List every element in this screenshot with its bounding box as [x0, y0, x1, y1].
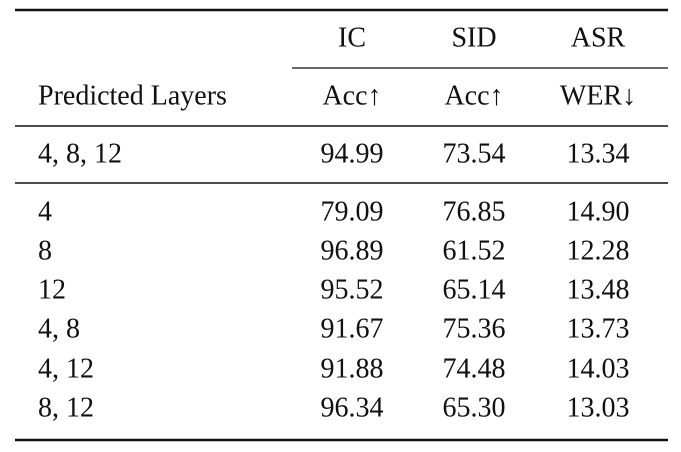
cell-value: 96.89: [321, 235, 384, 266]
cell-value: 73.54: [443, 138, 506, 169]
cell-value: 91.67: [321, 313, 384, 344]
cell-value: 76.85: [443, 196, 506, 227]
cell-value: 12.28: [567, 235, 630, 266]
group-header: ASR: [571, 22, 626, 53]
cell-value: 94.99: [321, 138, 384, 169]
cell-value: 79.09: [321, 196, 384, 227]
row-label: 4, 8, 12: [38, 138, 122, 169]
cell-value: 13.03: [567, 392, 630, 423]
row-label-header: Predicted Layers: [38, 80, 227, 111]
row-label: 4, 12: [38, 353, 94, 384]
metric-header: WER↓: [560, 80, 636, 111]
cell-value: 13.73: [567, 313, 630, 344]
group-header: SID: [451, 22, 496, 53]
row-label: 8, 12: [38, 392, 94, 423]
row-label: 4, 8: [38, 313, 80, 344]
cell-value: 13.48: [567, 274, 630, 305]
cell-value: 14.90: [567, 196, 630, 227]
cell-value: 91.88: [321, 353, 384, 384]
metric-header: Acc↑: [322, 80, 381, 111]
cell-value: 95.52: [321, 274, 384, 305]
cell-value: 75.36: [443, 313, 506, 344]
row-label: 12: [38, 274, 66, 305]
cell-value: 14.03: [567, 353, 630, 384]
row-label: 8: [38, 235, 52, 266]
cell-value: 65.14: [443, 274, 506, 305]
metric-header: Acc↑: [444, 80, 503, 111]
group-header: IC: [338, 22, 366, 53]
cell-value: 65.30: [443, 392, 506, 423]
cell-value: 13.34: [567, 138, 630, 169]
cell-value: 96.34: [321, 392, 384, 423]
cell-value: 61.52: [443, 235, 506, 266]
cell-value: 74.48: [443, 353, 506, 384]
row-label: 4: [38, 196, 52, 227]
